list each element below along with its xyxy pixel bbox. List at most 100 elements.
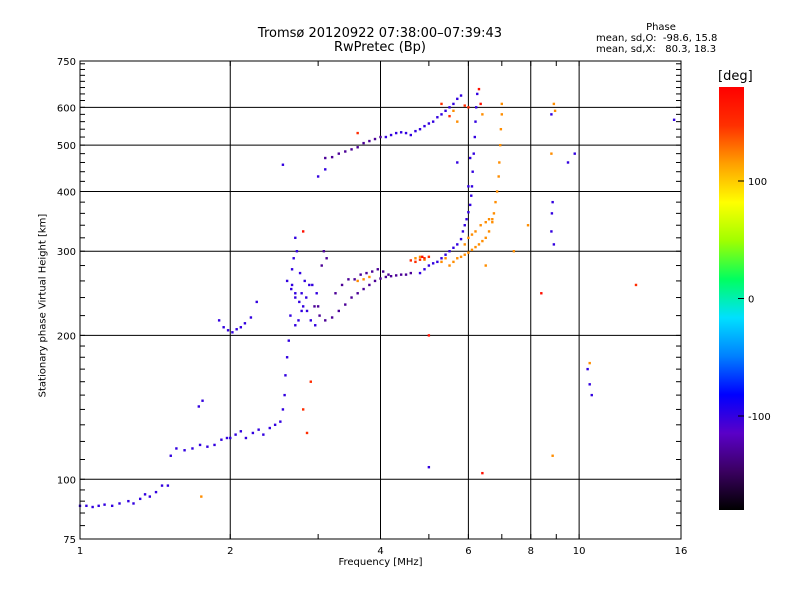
data-point	[421, 255, 424, 259]
data-point	[301, 408, 305, 411]
phase-mean-o: mean, sd,O: -98.6, 15.8	[596, 33, 718, 44]
data-point	[220, 438, 223, 441]
data-point	[294, 236, 297, 240]
data-point	[362, 287, 365, 291]
data-point	[324, 168, 327, 171]
data-point	[459, 255, 463, 259]
data-point	[222, 326, 225, 329]
data-point	[463, 253, 466, 256]
data-point	[452, 109, 455, 113]
data-point	[414, 260, 417, 264]
data-point	[373, 137, 377, 141]
data-point	[418, 255, 422, 259]
data-point	[244, 436, 248, 440]
data-point	[148, 495, 152, 498]
data-point	[268, 426, 271, 430]
data-point	[132, 502, 135, 505]
phase-info: Phase mean, sd,O: -98.6, 15.8 mean, sd,X…	[596, 22, 726, 55]
data-point	[318, 314, 321, 317]
data-point	[239, 326, 243, 329]
data-point	[477, 243, 481, 246]
data-point	[550, 212, 554, 215]
data-point	[356, 146, 359, 149]
data-point	[436, 260, 439, 264]
data-point	[553, 109, 557, 113]
data-point	[499, 143, 502, 147]
data-point	[498, 161, 501, 164]
data-point	[463, 243, 466, 246]
data-point	[217, 319, 221, 322]
data-point	[418, 271, 422, 275]
data-point	[500, 113, 504, 116]
colorbar-tick-label: 0	[748, 295, 754, 306]
plot-frame	[79, 60, 682, 540]
data-point	[290, 268, 294, 271]
data-point	[484, 264, 487, 267]
data-point	[418, 258, 422, 261]
data-point	[550, 230, 553, 233]
data-point	[470, 248, 474, 252]
data-point	[262, 433, 265, 436]
data-point	[487, 218, 491, 221]
data-point	[138, 497, 142, 501]
colorbar-ticks: -100 0 100	[738, 177, 771, 423]
data-point	[479, 102, 482, 106]
data-point	[468, 203, 472, 207]
data-point	[474, 230, 477, 233]
phase-mean-x: mean, sd,X: 80.3, 18.3	[596, 44, 717, 55]
data-point	[399, 131, 403, 134]
data-point	[325, 257, 328, 260]
data-point	[350, 296, 353, 299]
data-point	[452, 246, 455, 249]
data-point	[320, 264, 323, 267]
data-point	[491, 221, 494, 224]
data-point	[376, 268, 379, 271]
data-point	[160, 484, 164, 487]
data-point	[470, 233, 474, 236]
data-point	[368, 283, 371, 287]
data-point	[314, 324, 317, 327]
data-point	[566, 161, 570, 164]
x-axis-label: Frequency [MHz]	[338, 557, 423, 568]
data-point	[404, 131, 408, 135]
data-point	[362, 278, 365, 281]
data-point	[399, 273, 403, 276]
data-point	[300, 309, 303, 313]
tick-labels: 1 2 4 6 8 10 16 75 100 200 300 400 500 600 750	[57, 57, 687, 557]
data-point	[540, 292, 543, 295]
data-point	[315, 292, 318, 295]
data-point	[497, 175, 500, 178]
data-point	[474, 120, 477, 123]
data-point	[281, 163, 285, 166]
data-point	[467, 211, 470, 214]
data-point	[494, 200, 497, 204]
data-point	[459, 237, 463, 241]
data-point	[154, 490, 158, 494]
data-point	[444, 253, 447, 256]
data-point	[281, 408, 285, 411]
data-point	[243, 322, 247, 325]
data-point	[387, 273, 390, 276]
data-point	[373, 279, 377, 283]
data-point	[473, 135, 476, 139]
y-tick-label: 400	[57, 187, 76, 198]
data-point	[404, 273, 408, 276]
data-point	[381, 270, 385, 273]
data-point	[285, 356, 289, 359]
data-point	[350, 148, 353, 151]
data-point	[285, 279, 289, 283]
data-point	[499, 127, 503, 131]
data-point	[324, 156, 327, 160]
data-point	[487, 230, 491, 233]
data-point	[303, 279, 306, 283]
data-point	[470, 194, 473, 197]
data-point	[552, 243, 556, 246]
data-point	[467, 106, 470, 109]
data-point	[371, 270, 374, 273]
chart-title: Tromsø 20120922 07:38:00–07:39:43	[257, 26, 503, 41]
axis-ticks	[80, 61, 681, 539]
data-point	[384, 135, 388, 139]
data-point	[409, 271, 412, 275]
data-point	[394, 131, 398, 135]
data-point	[427, 334, 431, 337]
